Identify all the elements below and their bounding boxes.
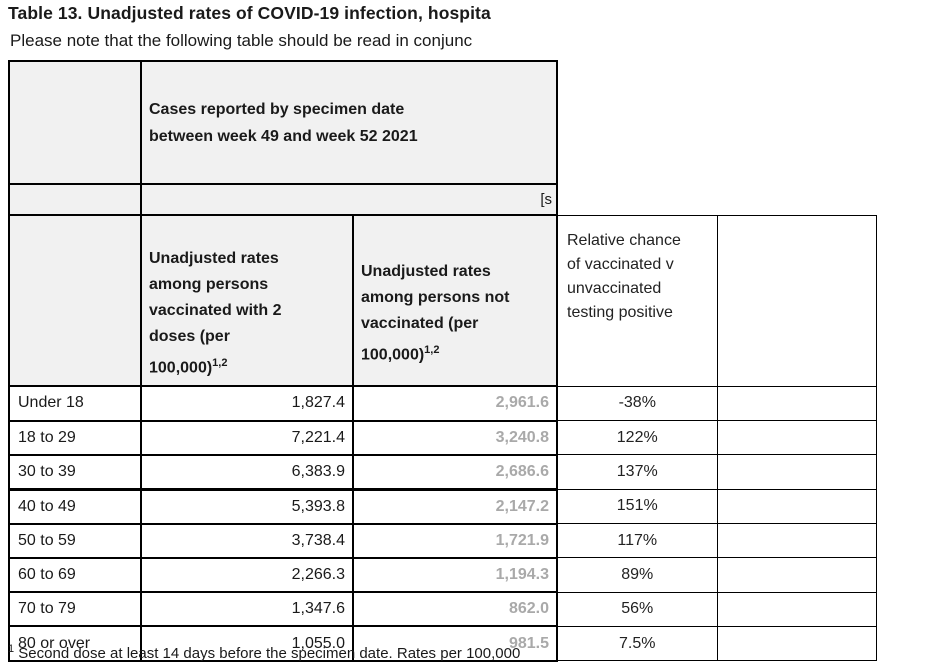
- clipped-note-cell: [s: [140, 183, 558, 216]
- relative-chance-cell: -38%: [556, 385, 718, 422]
- table-row: 30 to 39 6,383.9 2,686.6 137%: [8, 453, 877, 491]
- empty-cell: [716, 488, 877, 525]
- column-header-row: Unadjusted rates among persons vaccinate…: [8, 213, 877, 388]
- empty-column-header: [716, 214, 877, 387]
- footnote-number: 1: [8, 643, 15, 655]
- vaccinated-rate-cell: 2,266.3: [140, 556, 354, 594]
- covid-rates-table: Cases reported by specimen date between …: [8, 60, 877, 662]
- page-subtitle: Please note that the following table sho…: [10, 31, 473, 50]
- age-group-cell: 70 to 79: [8, 591, 142, 628]
- vaccinated-rate-cell: 7,221.4: [140, 419, 354, 456]
- empty-cell: [716, 385, 877, 422]
- footnote-text: Second dose at least 14 days before the …: [14, 645, 521, 662]
- unvaccinated-rate-cell: 1,194.3: [352, 556, 558, 594]
- empty-cell: [716, 625, 877, 662]
- age-group-cell: 40 to 49: [8, 488, 142, 525]
- age-group-cell: 50 to 59: [8, 522, 142, 559]
- clipped-footnote: 1 Second dose at least 14 days before th…: [8, 640, 520, 663]
- relative-chance-cell: 7.5%: [556, 625, 718, 662]
- unvaccinated-rate-cell: 1,721.9: [352, 522, 558, 559]
- period-header-row: Cases reported by specimen date between …: [8, 60, 876, 215]
- corner-cell-2: [8, 183, 142, 216]
- empty-cell: [716, 557, 877, 593]
- vaccinated-rate-cell: 3,738.4: [140, 522, 354, 559]
- unvaccinated-rate-cell: 862.0: [352, 591, 558, 628]
- unvaccinated-rate-cell: 2,961.6: [352, 385, 558, 422]
- empty-cell: [716, 420, 877, 456]
- table-row: 60 to 69 2,266.3 1,194.3 89%: [8, 556, 877, 594]
- corner-cell: [8, 60, 142, 185]
- unvaccinated-rate-cell: 2,686.6: [352, 453, 558, 491]
- age-group-cell: Under 18: [8, 385, 142, 422]
- footnote-marker: 1,2: [212, 357, 228, 369]
- unvaccinated-rate-cell: 2,147.2: [352, 488, 558, 525]
- page-title: Table 13. Unadjusted rates of COVID-19 i…: [8, 3, 491, 23]
- vaccinated-rates-header-label: Unadjusted rates among persons vaccinate…: [149, 250, 282, 377]
- unvaccinated-rates-header-label: Unadjusted rates among persons not vacci…: [361, 263, 510, 364]
- vaccinated-rates-header: Unadjusted rates among persons vaccinate…: [140, 213, 354, 388]
- age-group-cell: 18 to 29: [8, 419, 142, 456]
- table-row: 18 to 29 7,221.4 3,240.8 122%: [8, 419, 877, 456]
- relative-chance-cell: 56%: [556, 591, 718, 627]
- cases-period-header: Cases reported by specimen date between …: [140, 60, 558, 185]
- table-row: 40 to 49 5,393.8 2,147.2 151%: [8, 488, 877, 525]
- table-row: 70 to 79 1,347.6 862.0 56%: [8, 591, 877, 628]
- vaccinated-rate-cell: 6,383.9: [140, 453, 354, 491]
- unvaccinated-rate-cell: 3,240.8: [352, 419, 558, 456]
- relative-chance-header: Relative chance of vaccinated v unvaccin…: [556, 214, 718, 387]
- empty-cell: [716, 591, 877, 627]
- table-body: Under 18 1,827.4 2,961.6 -38% 18 to 29 7,221.…: [8, 385, 877, 662]
- relative-chance-cell: 117%: [556, 523, 718, 559]
- unvaccinated-rates-header: Unadjusted rates among persons not vacci…: [352, 213, 558, 388]
- table-row: Under 18 1,827.4 2,961.6 -38%: [8, 385, 877, 422]
- relative-chance-cell: 151%: [556, 488, 718, 525]
- vaccinated-rate-cell: 1,347.6: [140, 591, 354, 628]
- relative-chance-cell: 122%: [556, 420, 718, 456]
- vaccinated-rate-cell: 5,393.8: [140, 488, 354, 525]
- age-group-cell: 30 to 39: [8, 453, 142, 491]
- footnote-marker: 1,2: [424, 344, 440, 356]
- table-row: 50 to 59 3,738.4 1,721.9 117%: [8, 522, 877, 559]
- void-region: [557, 61, 876, 215]
- empty-cell: [716, 454, 877, 490]
- note-row: [s: [8, 183, 876, 216]
- relative-chance-cell: 89%: [556, 557, 718, 593]
- relative-chance-cell: 137%: [556, 454, 718, 490]
- age-group-cell: 60 to 69: [8, 556, 142, 594]
- age-group-header: [8, 213, 142, 388]
- vaccinated-rate-cell: 1,827.4: [140, 385, 354, 422]
- empty-cell: [716, 523, 877, 559]
